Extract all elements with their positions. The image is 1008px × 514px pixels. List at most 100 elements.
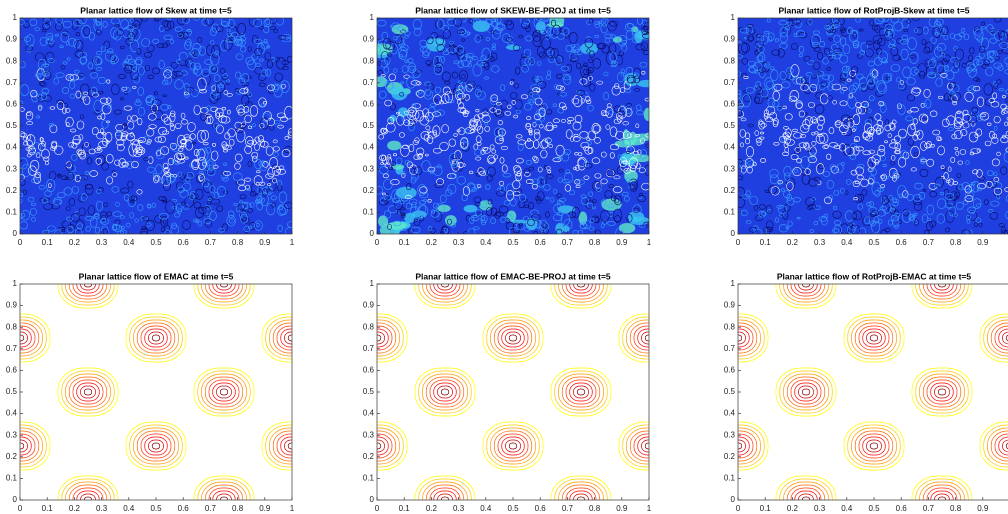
contour-line xyxy=(870,210,879,216)
x-tick-label: 0.7 xyxy=(205,238,217,247)
contour-line xyxy=(937,95,944,99)
contour-line xyxy=(858,106,867,115)
contour-line xyxy=(783,126,789,130)
contour-line xyxy=(272,322,292,354)
contour-line xyxy=(97,76,107,85)
contour-line xyxy=(152,38,160,44)
contour-line xyxy=(34,27,40,32)
contour-line xyxy=(738,334,743,342)
contour-line xyxy=(854,430,894,462)
contour-line xyxy=(516,230,520,233)
contour-line xyxy=(220,170,229,180)
contour-line xyxy=(952,101,957,106)
contour-line xyxy=(560,85,565,92)
y-tick-label: 1 xyxy=(13,13,18,22)
contour-line xyxy=(950,156,956,163)
contour-line xyxy=(62,86,70,95)
contour-line xyxy=(137,65,145,76)
contour-line xyxy=(276,56,286,70)
contour-line xyxy=(557,177,563,183)
contour-line xyxy=(945,210,955,223)
x-tick-label: 0.1 xyxy=(399,238,411,247)
contour-line xyxy=(639,193,643,197)
contour-line xyxy=(222,143,229,150)
contour-line xyxy=(107,48,114,54)
contour-line xyxy=(489,107,497,113)
contour-line xyxy=(140,227,148,234)
contour-line xyxy=(825,23,834,33)
contour-line xyxy=(159,212,169,220)
contour-line xyxy=(515,134,523,139)
contour-line xyxy=(930,382,954,402)
contour-line xyxy=(834,121,841,125)
contour-line xyxy=(786,376,826,408)
contour-line xyxy=(919,481,965,500)
contour-line xyxy=(525,139,535,149)
contour-line xyxy=(405,194,412,200)
contour-line xyxy=(529,91,534,97)
contour-line xyxy=(472,56,478,60)
contour-line xyxy=(473,184,480,190)
contour-line xyxy=(497,120,504,126)
contour-line xyxy=(841,81,847,87)
contour-line xyxy=(772,100,780,107)
contour-line xyxy=(824,196,832,205)
contour-line xyxy=(632,204,642,216)
contour-line xyxy=(377,69,383,75)
contour-line xyxy=(132,85,137,89)
contour-line xyxy=(20,322,40,354)
contour-line xyxy=(532,155,538,161)
contour-line xyxy=(114,132,122,136)
contour-line xyxy=(490,427,536,465)
contour-line xyxy=(1004,68,1008,75)
contour-line xyxy=(55,22,63,32)
contour-line xyxy=(855,18,861,23)
contour-line xyxy=(269,26,277,30)
contour-line xyxy=(277,224,283,232)
contour-line xyxy=(807,155,817,164)
contour-line xyxy=(824,47,830,55)
contour-line xyxy=(102,138,108,146)
contour-line xyxy=(460,18,467,23)
contour-line xyxy=(26,121,34,126)
contour-line xyxy=(608,184,615,189)
contour-line xyxy=(897,83,905,90)
contour-line xyxy=(799,134,806,139)
contour-line xyxy=(425,284,465,300)
contour-line xyxy=(878,50,888,63)
contour-line xyxy=(901,34,909,42)
contour-line xyxy=(532,35,542,47)
contour-line xyxy=(259,58,264,62)
contour-line xyxy=(992,92,998,100)
contour-line xyxy=(552,24,561,36)
y-tick-label: 0.3 xyxy=(363,430,375,439)
contour-line xyxy=(884,198,890,204)
contour-line xyxy=(631,29,638,37)
contour-line xyxy=(269,427,292,465)
contour-line xyxy=(69,74,80,81)
contour-line xyxy=(571,49,577,53)
contour-line xyxy=(248,18,257,27)
y-tick-label: 0.7 xyxy=(6,78,18,87)
contour-line xyxy=(417,184,427,196)
contour-line xyxy=(130,138,139,146)
contour-line xyxy=(561,376,601,408)
contour-line xyxy=(147,74,155,80)
contour-line xyxy=(216,25,224,33)
contour-line xyxy=(101,119,109,129)
contour-line xyxy=(738,316,765,360)
contour-line xyxy=(225,79,230,83)
contour-line xyxy=(593,137,601,144)
contour-line xyxy=(437,284,453,291)
contour-line xyxy=(552,103,557,108)
contour-line xyxy=(1005,147,1008,153)
contour-blob xyxy=(632,133,649,142)
contour-line xyxy=(794,284,818,294)
contour-line xyxy=(134,59,143,65)
contour-line xyxy=(922,284,962,300)
contour-line xyxy=(738,54,744,59)
contour-line xyxy=(213,74,221,83)
contour-line xyxy=(444,81,451,85)
contour-line xyxy=(105,131,113,143)
contour-line xyxy=(862,131,869,139)
